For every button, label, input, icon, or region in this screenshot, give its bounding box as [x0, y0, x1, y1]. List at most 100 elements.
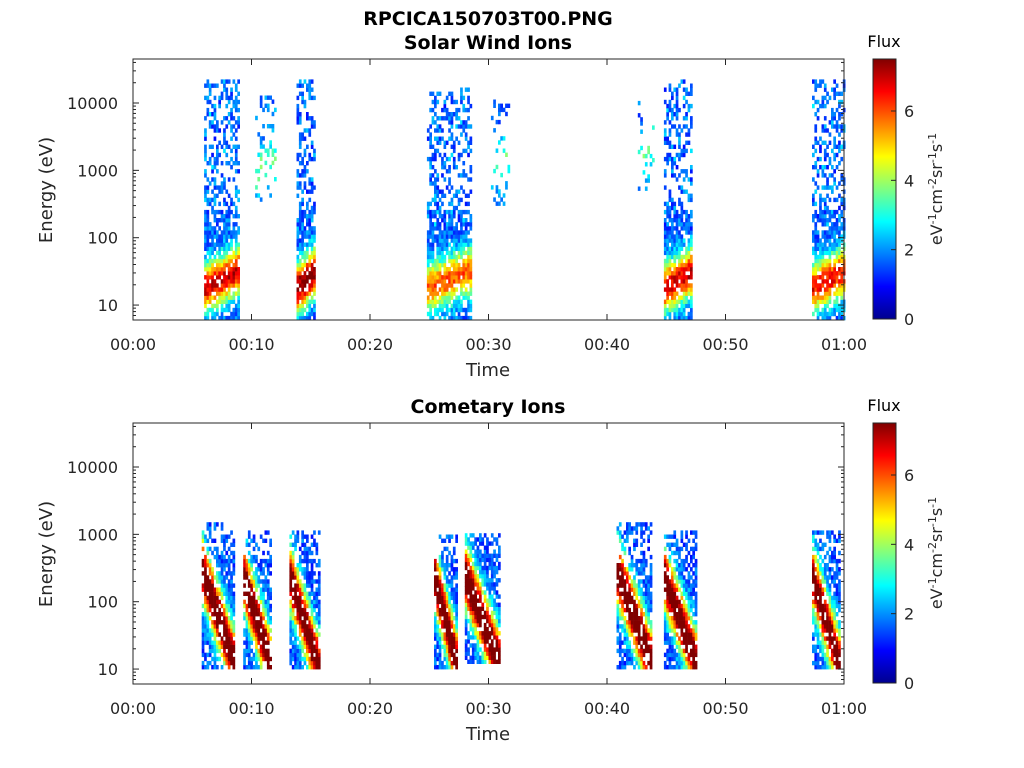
heatmap-cell-ci-4: [452, 640, 456, 645]
heatmap-cell-ci-1: [220, 636, 224, 641]
heatmap-cell-ci-4: [445, 534, 449, 539]
heatmap-cell-sw-1: [211, 169, 214, 174]
heatmap-cell-ci-7: [694, 603, 698, 609]
heatmap-cell-sw-1: [237, 161, 240, 166]
heatmap-cell-sw-1: [227, 222, 231, 227]
heatmap-cell-ci-1: [216, 550, 219, 556]
heatmap-cell-sw-4: [443, 291, 447, 296]
heatmap-cell-sw-1: [204, 214, 207, 219]
heatmap-cell-ci-3: [317, 530, 321, 535]
heatmap-cell-ci-4: [450, 632, 454, 637]
heatmap-cell-ci-6: [628, 567, 631, 572]
heatmap-cell-sw-4: [462, 275, 466, 280]
heatmap-cell-ci-7: [682, 632, 686, 637]
heatmap-cell-ci-4: [443, 575, 447, 580]
heatmap-cell-sw-1: [225, 279, 229, 284]
heatmap-cell-sw-4: [436, 238, 440, 243]
heatmap-cell-sw-8: [819, 238, 822, 243]
heatmap-cell-ci-6: [623, 636, 627, 641]
heatmap-cell-sw-1: [204, 169, 207, 174]
heatmap-cell-ci-6: [637, 648, 641, 654]
heatmap-cell-ci-7: [694, 530, 698, 535]
heatmap-cell-ci-4: [452, 567, 456, 572]
heatmap-cell-ci-1: [227, 607, 231, 613]
heatmap-cell-sw-1: [208, 246, 212, 251]
heatmap-cell-ci-4: [436, 636, 440, 641]
heatmap-cell-ci-2: [243, 632, 246, 637]
heatmap-cell-sw-7: [682, 87, 686, 92]
heatmap-cell-ci-2: [269, 595, 272, 601]
heatmap-cell-ci-3: [296, 530, 300, 535]
heatmap-cell-sw-7: [690, 246, 693, 251]
heatmap-cell-sw-1: [204, 303, 207, 309]
heatmap-cell-ci-6: [637, 579, 641, 584]
heatmap-cell-ci-7: [690, 640, 693, 645]
heatmap-cell-sw-7: [673, 234, 677, 239]
heatmap-cell-ci-4: [441, 632, 444, 637]
heatmap-cell-ci-4: [438, 599, 442, 605]
heatmap-cell-sw-3: [298, 238, 302, 243]
heatmap-cell-sw-1: [206, 258, 210, 264]
heatmap-cell-ci-5: [464, 622, 468, 628]
heatmap-cell-sw-4: [445, 242, 449, 247]
heatmap-cell-sw-3: [308, 283, 312, 288]
heatmap-cell-sw-7: [663, 201, 667, 207]
heatmap-cell-ci-5: [495, 537, 499, 542]
heatmap-cell-ci-1: [211, 575, 214, 580]
heatmap-cell-sw-1: [232, 144, 236, 149]
heatmap-cell-ci-7: [673, 575, 677, 580]
heatmap-cell-ci-5: [486, 627, 489, 632]
heatmap-cell-sw-4: [436, 242, 440, 247]
heatmap-cell-ci-7: [671, 595, 674, 601]
heatmap-cell-sw-1: [208, 254, 212, 260]
heatmap-cell-ci-5: [464, 627, 468, 632]
heatmap-cell-ci-5: [490, 655, 494, 660]
heatmap-cell-ci-3: [317, 575, 321, 580]
heatmap-cell-sw-8: [816, 258, 820, 264]
heatmap-cell-sw-1: [223, 226, 226, 231]
heatmap-cell-ci-2: [255, 554, 258, 560]
heatmap-cell-ci-6: [637, 591, 641, 596]
heatmap-cell-sw-4: [462, 246, 466, 251]
heatmap-cell-ci-1: [206, 660, 210, 666]
heatmap-cell-sw-4: [436, 136, 440, 141]
heatmap-cell-sw-3: [310, 271, 314, 276]
heatmap-cell-ci-1: [223, 660, 226, 666]
heatmap-cell-sw-1: [204, 95, 207, 101]
heatmap-cell-sw-1: [208, 307, 212, 313]
heatmap-cell-ci-1: [218, 612, 221, 617]
heatmap-cell-sw-3: [313, 254, 316, 260]
heatmap-cell-sw-1: [234, 222, 238, 227]
heatmap-cell-ci-6: [642, 522, 646, 527]
heatmap-cell-ci-3: [291, 567, 295, 572]
heatmap-cell-sw-1: [204, 267, 207, 272]
heatmap-cell-ci-3: [310, 534, 314, 539]
heatmap-cell-ci-8: [821, 648, 825, 654]
heatmap-cell-ci-3: [294, 620, 297, 625]
heatmap-cell-ci-5: [464, 618, 468, 624]
heatmap-cell-sw-7: [690, 124, 693, 129]
heatmap-cell-ci-1: [211, 612, 214, 617]
heatmap-cell-sw-1: [225, 234, 229, 239]
heatmap-cell-sw-7: [675, 315, 679, 321]
heatmap-cell-sw-8: [838, 279, 841, 284]
heatmap-cell-ci-6: [633, 648, 636, 654]
heatmap-cell-sw-1: [230, 91, 233, 96]
heatmap-cell-ci-1: [230, 603, 233, 609]
heatmap-cell-sw-5: [498, 111, 501, 117]
heatmap-cell-sw-4: [436, 148, 440, 154]
heatmap-cell-ci-2: [266, 550, 270, 556]
heatmap-cell-sw-3: [306, 161, 309, 166]
heatmap-cell-ci-6: [644, 522, 648, 527]
heatmap-cell-ci-7: [685, 665, 688, 670]
heatmap-cell-ci-6: [616, 616, 620, 621]
heatmap-cell-sw-3: [303, 152, 307, 158]
heatmap-cell-sw-4: [464, 132, 468, 137]
heatmap-cell-sw-7: [663, 275, 667, 280]
heatmap-cell-ci-6: [640, 542, 643, 547]
heatmap-cell-ci-6: [623, 607, 627, 613]
heatmap-cell-sw-1: [213, 295, 217, 300]
heatmap-cell-sw-1: [230, 165, 233, 170]
heatmap-cell-sw-3: [303, 169, 307, 174]
heatmap-cell-ci-1: [223, 583, 226, 588]
